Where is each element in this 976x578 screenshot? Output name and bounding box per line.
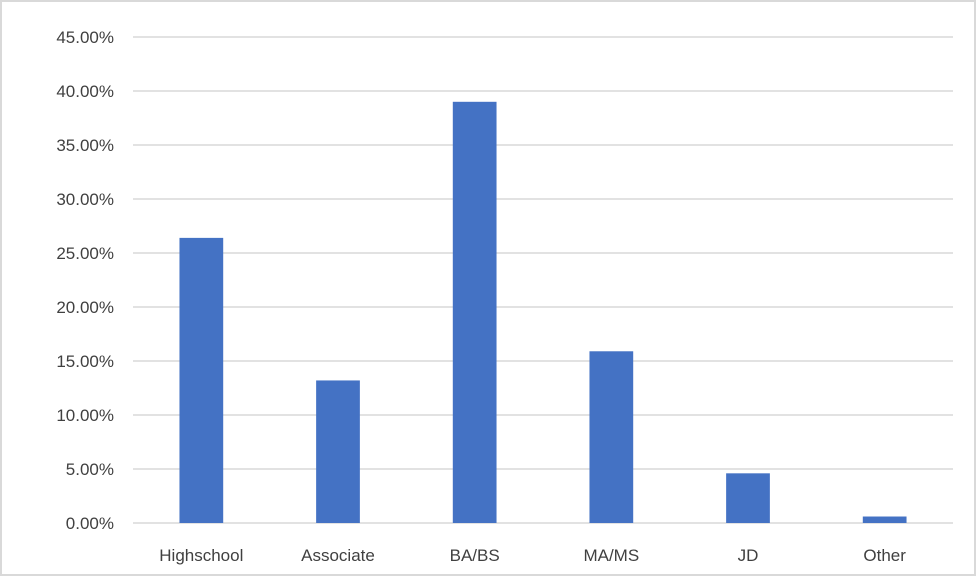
y-tick-label: 35.00%: [56, 136, 114, 155]
x-tick-label: Other: [863, 546, 906, 565]
y-tick-label: 40.00%: [56, 82, 114, 101]
y-axis-tick-labels: 0.00% 5.00% 10.00% 15.00% 20.00% 25.00% 30.00%…: [56, 28, 114, 533]
bar-highschool: [179, 237, 224, 523]
bar-ba-bs: [452, 101, 497, 524]
bar-ma-ms: [589, 351, 634, 523]
y-tick-label: 10.00%: [56, 406, 114, 425]
x-tick-label: MA/MS: [583, 546, 639, 565]
bar-other: [862, 516, 907, 523]
y-tick-label: 30.00%: [56, 190, 114, 209]
y-tick-label: 25.00%: [56, 244, 114, 263]
y-tick-label: 20.00%: [56, 298, 114, 317]
gridlines: [133, 36, 953, 524]
x-tick-label: Highschool: [159, 546, 243, 565]
y-tick-label: 45.00%: [56, 28, 114, 47]
y-tick-label: 5.00%: [66, 460, 114, 479]
y-tick-label: 0.00%: [66, 514, 114, 533]
x-tick-label: Associate: [301, 546, 375, 565]
x-tick-label: BA/BS: [450, 546, 500, 565]
bar-associate: [316, 380, 360, 523]
bars: [179, 101, 907, 524]
x-axis-tick-labels: Highschool Associate BA/BS MA/MS JD Other: [159, 546, 906, 565]
x-tick-label: JD: [738, 546, 759, 565]
bar-jd: [726, 473, 770, 523]
y-tick-label: 15.00%: [56, 352, 114, 371]
